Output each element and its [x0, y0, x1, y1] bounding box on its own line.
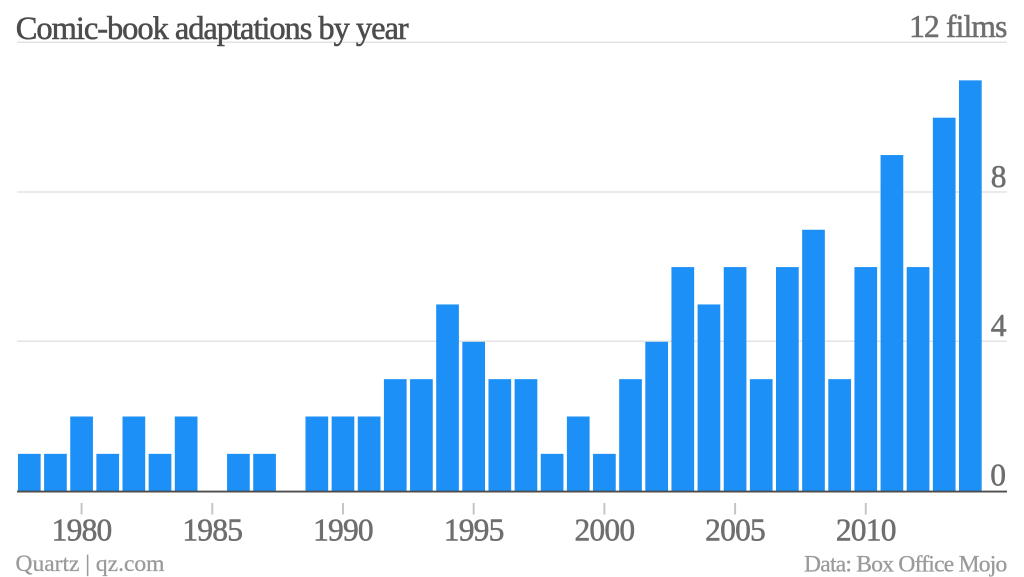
- svg-text:8: 8: [991, 159, 1007, 194]
- svg-text:Comic-book adaptations by year: Comic-book adaptations by year: [16, 11, 409, 47]
- svg-text:1980: 1980: [52, 513, 112, 548]
- svg-text:0: 0: [990, 457, 1006, 492]
- svg-text:2000: 2000: [574, 513, 634, 548]
- svg-text:12 films: 12 films: [909, 9, 1007, 44]
- svg-text:4: 4: [991, 308, 1007, 343]
- svg-text:1995: 1995: [444, 513, 504, 548]
- svg-text:2010: 2010: [836, 513, 896, 548]
- svg-text:Data: Box Office Mojo: Data: Box Office Mojo: [804, 552, 1006, 577]
- svg-text:1985: 1985: [182, 513, 242, 548]
- svg-text:2005: 2005: [705, 513, 765, 548]
- svg-text:Quartz | qz.com: Quartz | qz.com: [16, 551, 165, 577]
- svg-text:1990: 1990: [313, 513, 373, 548]
